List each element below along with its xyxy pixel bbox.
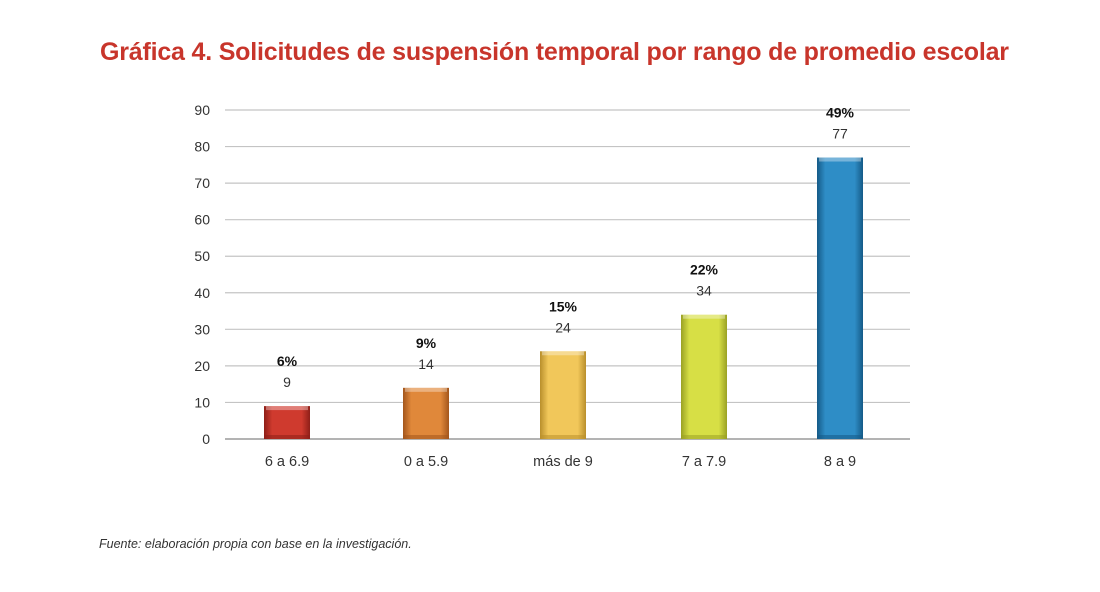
y-tick-label: 60 xyxy=(194,212,210,228)
value-label: 14 xyxy=(418,356,434,372)
x-category-label: más de 9 xyxy=(533,454,593,470)
bar xyxy=(681,314,727,439)
x-category-label: 8 a 9 xyxy=(824,454,856,470)
bar xyxy=(817,157,863,439)
y-tick-label: 90 xyxy=(194,102,210,118)
x-category-label: 0 a 5.9 xyxy=(404,454,448,470)
y-axis-ticks: 0 10 20 30 40 50 60 70 80 90 xyxy=(194,102,210,447)
bar-highlight xyxy=(819,157,861,162)
percent-label: 9% xyxy=(416,335,437,351)
bar xyxy=(264,406,310,439)
bar-highlight xyxy=(266,406,308,411)
y-tick-label: 20 xyxy=(194,358,210,374)
x-category-label: 7 a 7.9 xyxy=(682,454,726,470)
bar-base-shadow xyxy=(681,435,727,439)
value-label: 9 xyxy=(283,374,291,390)
value-label: 24 xyxy=(555,319,571,335)
y-tick-label: 80 xyxy=(194,139,210,155)
x-axis-categories: 6 a 6.9 0 a 5.9 más de 9 7 a 7.9 8 a 9 xyxy=(265,454,856,470)
value-label: 34 xyxy=(696,283,712,299)
y-tick-label: 70 xyxy=(194,175,210,191)
source-note: Fuente: elaboración propia con base en l… xyxy=(99,537,412,551)
bar xyxy=(540,351,586,439)
y-tick-label: 30 xyxy=(194,321,210,337)
y-tick-label: 0 xyxy=(202,431,210,447)
bar-highlight xyxy=(683,314,725,319)
y-tick-label: 10 xyxy=(194,394,210,410)
bar xyxy=(403,387,449,439)
bar-highlight xyxy=(542,351,584,356)
bar-highlight xyxy=(405,387,447,392)
chart-title: Gráfica 4. Solicitudes de suspensión tem… xyxy=(100,38,1009,66)
percent-label: 6% xyxy=(277,353,298,369)
bar-base-shadow xyxy=(403,435,449,439)
y-tick-label: 50 xyxy=(194,248,210,264)
bars: 6% 9 9% 14 15% 24 22% 34 49% 77 xyxy=(264,105,863,439)
bar-base-shadow xyxy=(540,435,586,439)
bar-base-shadow xyxy=(817,435,863,439)
percent-label: 49% xyxy=(826,105,855,121)
percent-label: 15% xyxy=(549,298,578,314)
y-tick-label: 40 xyxy=(194,285,210,301)
percent-label: 22% xyxy=(690,262,719,278)
value-label: 77 xyxy=(832,126,848,142)
bar-base-shadow xyxy=(264,435,310,439)
x-category-label: 6 a 6.9 xyxy=(265,454,309,470)
